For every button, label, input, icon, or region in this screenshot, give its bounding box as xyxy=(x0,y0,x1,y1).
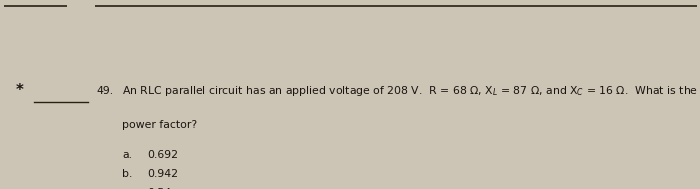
Text: a.: a. xyxy=(122,150,132,160)
Text: 0.942: 0.942 xyxy=(147,169,178,179)
Text: 0.692: 0.692 xyxy=(147,150,178,160)
Text: power factor?: power factor? xyxy=(122,120,197,130)
Text: An RLC parallel circuit has an applied voltage of 208 V.  R = 68 Ω, X$_L$ = 87 Ω: An RLC parallel circuit has an applied v… xyxy=(122,84,699,98)
Text: *: * xyxy=(15,83,24,98)
Text: c.: c. xyxy=(122,188,132,189)
Text: 49.: 49. xyxy=(97,86,113,96)
Text: b.: b. xyxy=(122,169,133,179)
Text: 0.54: 0.54 xyxy=(147,188,171,189)
